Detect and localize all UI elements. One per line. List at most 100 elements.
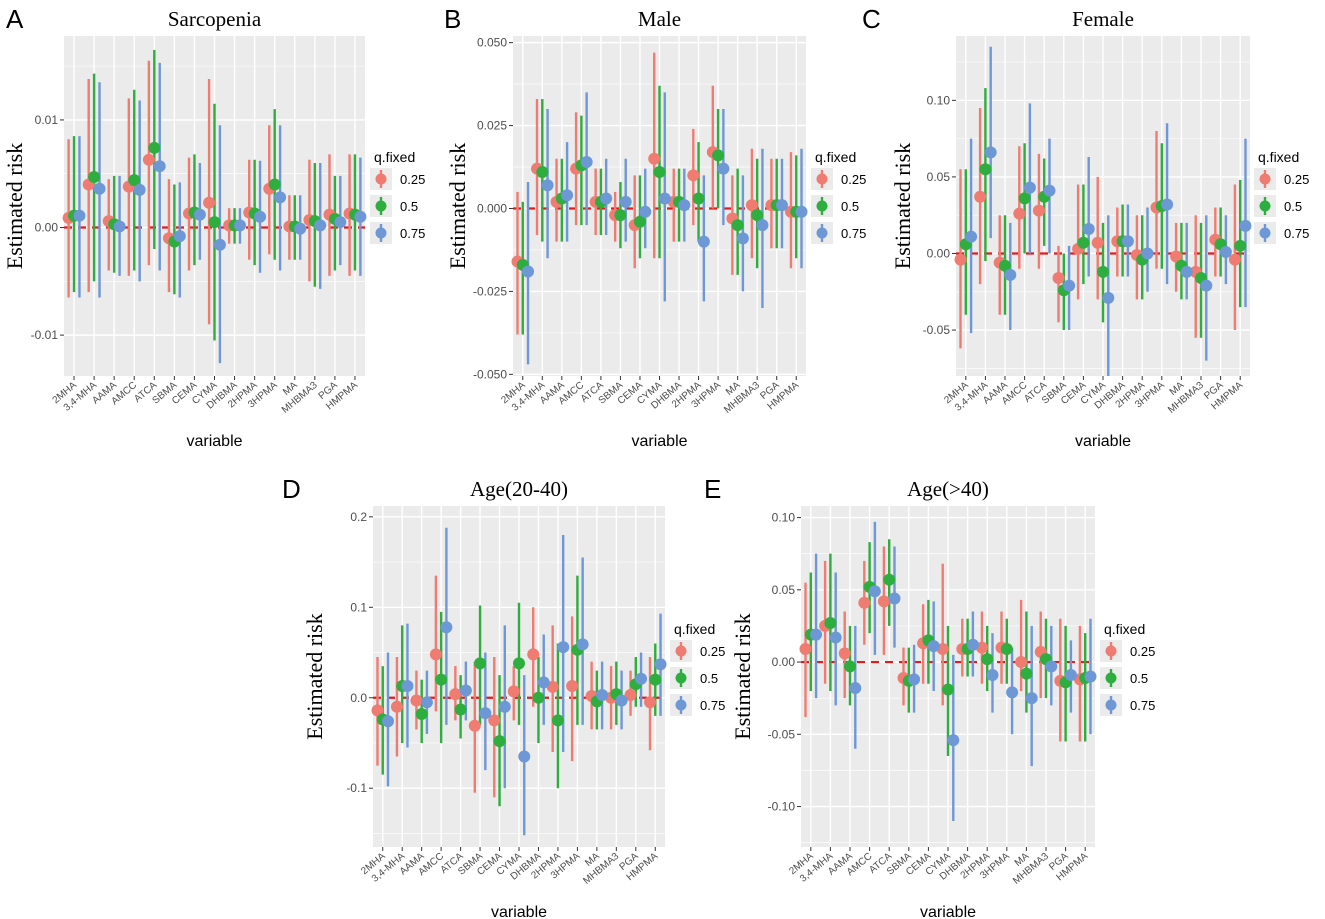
data-point (692, 192, 705, 205)
chart-title: Sarcopenia (168, 7, 262, 31)
data-point (635, 672, 648, 685)
data-point (73, 209, 86, 222)
data-point (756, 219, 769, 232)
data-point (639, 205, 652, 218)
data-point (1084, 670, 1097, 683)
data-point (954, 253, 967, 266)
data-point (513, 657, 525, 670)
panel-label: D (282, 474, 301, 504)
data-point (334, 216, 347, 229)
data-point (557, 641, 570, 654)
data-point (294, 222, 307, 235)
legend-label: 0.25 (700, 644, 725, 659)
data-point (1121, 235, 1134, 248)
data-point (936, 643, 949, 656)
y-axis-label: Estimated risk (890, 143, 915, 269)
data-point (1077, 236, 1090, 249)
data-point (868, 585, 881, 598)
data-point (142, 153, 155, 166)
data-point (354, 210, 367, 223)
data-point (984, 146, 997, 159)
data-point (203, 196, 216, 209)
x-axis-label: variable (491, 904, 547, 919)
data-point (493, 735, 506, 748)
chart-panel-e: -0.10-0.050.000.050.102MHA3,4-MHAAAMAAMC… (704, 474, 1155, 919)
data-point (731, 219, 744, 232)
legend-title: q.fixed (1258, 149, 1299, 165)
data-point (775, 199, 788, 212)
data-point (148, 141, 161, 154)
data-point (314, 219, 327, 232)
chart-panel-c: -0.050.000.050.102MHA3,4-MHAAAMAAMCCATCA… (862, 4, 1309, 450)
data-point (736, 232, 749, 245)
legend-title: q.fixed (1104, 621, 1145, 637)
data-point (697, 235, 710, 248)
data-point (580, 156, 593, 169)
y-tick-label: -0.10 (768, 800, 796, 814)
data-point (649, 673, 662, 686)
data-point (541, 179, 554, 192)
data-point (1170, 250, 1183, 263)
y-tick-label: -0.01 (31, 328, 59, 342)
legend-label: 0.75 (1130, 698, 1155, 713)
points-0.75 (522, 156, 808, 278)
points-0.75 (965, 146, 1252, 304)
legend-key-point (1105, 699, 1117, 711)
data-point (624, 689, 637, 702)
data-point (974, 190, 987, 203)
y-tick-label: 0.00 (927, 246, 951, 260)
chart-panel-b: -0.050-0.0250.0000.0250.0502MHA3,4-MHAAA… (444, 4, 866, 450)
data-point (1064, 669, 1077, 682)
data-point (888, 592, 901, 605)
data-point (619, 195, 632, 208)
data-point (799, 643, 812, 656)
data-point (1000, 643, 1013, 656)
legend-key-point (375, 173, 387, 185)
y-tick-label: 0.10 (927, 93, 951, 107)
points-0.5 (516, 149, 803, 271)
data-point (390, 700, 403, 713)
data-point (401, 679, 414, 692)
data-point (546, 680, 559, 693)
data-point (429, 648, 442, 661)
data-point (838, 647, 851, 660)
legend: q.fixed 0.25 0.5 0.75 (811, 149, 866, 244)
legend-key-point (1259, 173, 1271, 185)
x-axis-label: variable (920, 904, 976, 919)
y-tick-label: 0.00 (35, 221, 59, 235)
data-point (1015, 656, 1028, 669)
data-point (1032, 204, 1045, 217)
y-tick-label: 0.050 (477, 36, 507, 50)
points-0.75 (73, 160, 367, 251)
data-point (986, 669, 999, 682)
legend-label: 0.25 (1130, 644, 1155, 659)
legend-key-point (1105, 672, 1117, 684)
x-axis-label: variable (631, 433, 687, 450)
data-point (468, 719, 481, 732)
data-point (518, 750, 531, 763)
x-axis-label: variable (1075, 433, 1131, 450)
data-point (128, 174, 141, 187)
y-tick-label: 0.1 (350, 600, 367, 614)
data-point (213, 238, 226, 251)
legend-key-point (1105, 645, 1117, 657)
y-tick-label: 0.025 (477, 119, 507, 133)
data-point (712, 149, 725, 162)
data-point (1082, 222, 1095, 235)
data-point (751, 209, 764, 222)
data-point (454, 703, 467, 716)
data-point (653, 166, 666, 178)
data-point (507, 685, 520, 698)
data-point (849, 682, 862, 695)
data-point (979, 163, 992, 176)
y-tick-label: 0.2 (350, 510, 367, 524)
data-point (1006, 686, 1019, 699)
data-point (965, 230, 978, 243)
data-point (1228, 253, 1241, 266)
data-point (536, 166, 549, 178)
data-point (435, 673, 448, 686)
legend-title: q.fixed (674, 621, 715, 637)
data-point (654, 658, 667, 671)
data-point (449, 688, 462, 701)
data-point (410, 694, 423, 707)
